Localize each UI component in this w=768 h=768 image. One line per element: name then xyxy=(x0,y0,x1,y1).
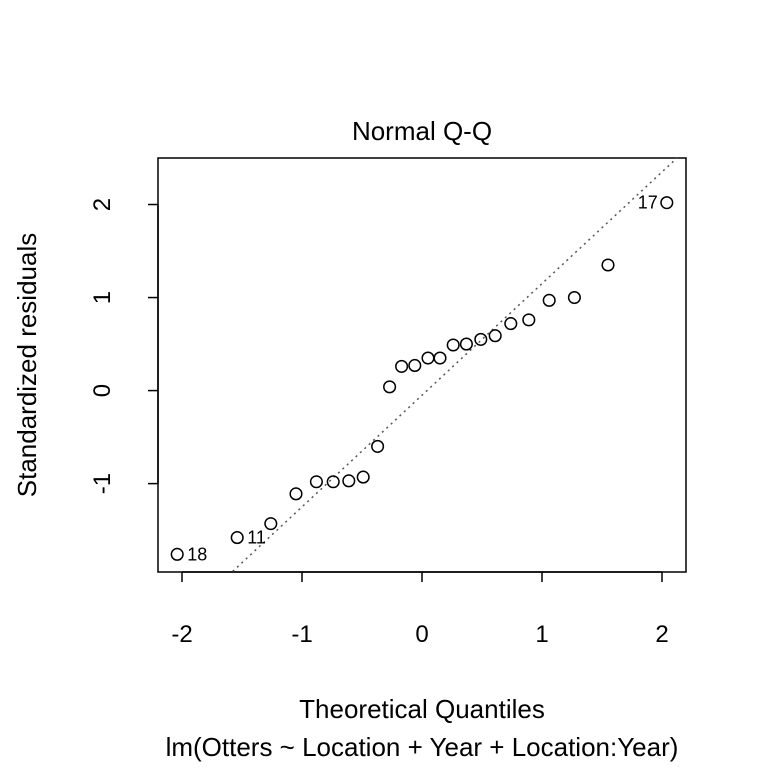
x-tick-label: 0 xyxy=(415,621,428,648)
x-tick-label: -2 xyxy=(171,621,192,648)
data-point xyxy=(421,351,435,365)
points-group: 18 11 17 xyxy=(170,193,674,564)
chart-subtitle: lm(Otters ~ Location + Year + Location:Y… xyxy=(166,732,679,762)
reference-line-group xyxy=(230,158,679,572)
chart-title: Normal Q-Q xyxy=(352,116,492,146)
x-tick-label: -1 xyxy=(291,621,312,648)
y-tick-label: 0 xyxy=(89,384,116,397)
data-point xyxy=(446,338,460,352)
data-point xyxy=(660,196,674,210)
data-point xyxy=(383,380,397,394)
x-tick-label: 2 xyxy=(655,621,668,648)
y-tick-label: 1 xyxy=(89,291,116,304)
data-point xyxy=(170,547,184,561)
data-point xyxy=(567,291,581,305)
data-point xyxy=(230,531,244,545)
point-label: 11 xyxy=(247,528,266,548)
data-point xyxy=(408,358,422,373)
data-point xyxy=(522,313,536,327)
data-point xyxy=(504,317,518,331)
data-point xyxy=(342,474,356,488)
data-point xyxy=(309,475,323,489)
x-axis: -2 -1 0 1 2 xyxy=(171,571,669,648)
y-tick-label: -1 xyxy=(89,473,116,494)
data-point xyxy=(371,439,385,453)
data-point xyxy=(542,293,556,307)
data-point xyxy=(264,517,278,531)
x-tick-label: 1 xyxy=(535,621,548,648)
data-point xyxy=(474,332,488,346)
y-tick-label: 2 xyxy=(89,198,116,211)
point-label: 18 xyxy=(187,544,207,564)
data-point xyxy=(459,337,473,351)
plot-frame xyxy=(157,157,687,573)
data-point xyxy=(326,475,340,489)
data-point xyxy=(433,351,447,365)
data-point xyxy=(289,487,303,501)
data-point xyxy=(488,329,502,343)
qq-reference-line xyxy=(230,158,679,572)
data-point xyxy=(356,470,370,484)
point-label: 17 xyxy=(638,193,658,213)
data-point xyxy=(395,359,409,373)
data-point xyxy=(601,258,615,272)
x-axis-label: Theoretical Quantiles xyxy=(299,694,545,724)
y-axis: -1 0 1 2 xyxy=(89,198,159,494)
y-axis-label: Standardized residuals xyxy=(12,233,42,498)
